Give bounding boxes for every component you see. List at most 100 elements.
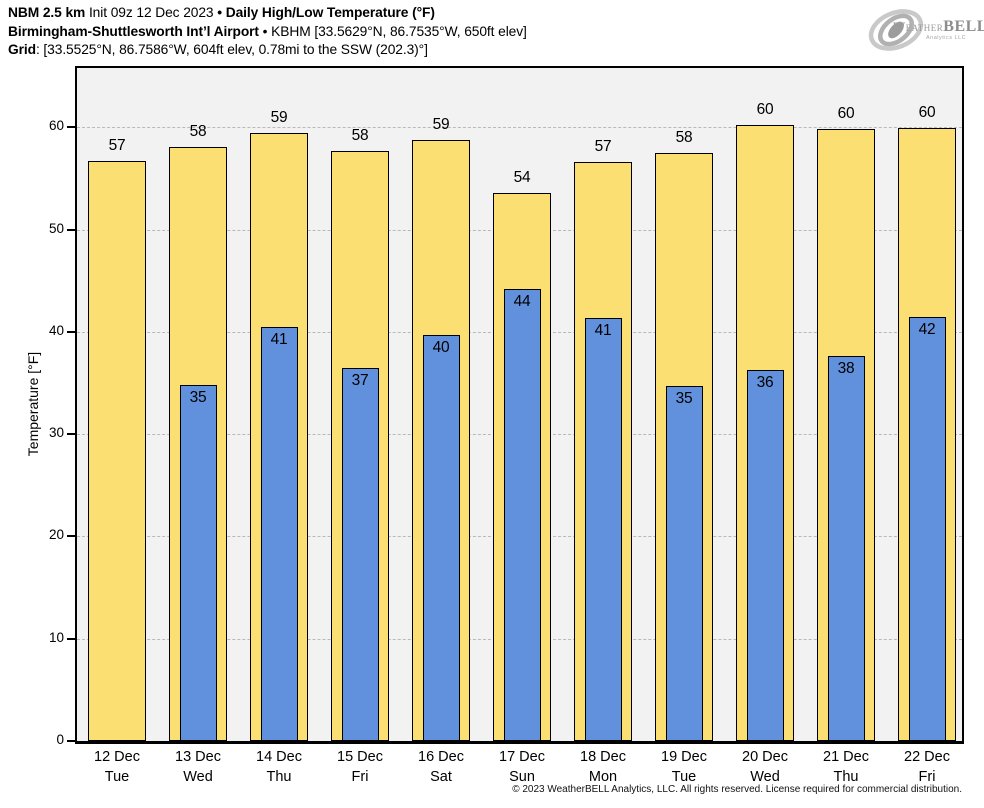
low-value-label: 37 xyxy=(351,371,369,389)
grid-label: Grid xyxy=(8,42,36,58)
y-tick-label: 10 xyxy=(48,629,64,645)
weatherbell-logo: WeatherBELL Analytics LLC xyxy=(866,2,984,56)
y-tick-label: 20 xyxy=(48,527,64,543)
high-value-label: 57 xyxy=(594,138,612,156)
high-value-label: 60 xyxy=(918,104,936,122)
x-category-day: Thu xyxy=(833,769,859,785)
y-tick xyxy=(67,535,75,538)
y-tick xyxy=(67,126,75,129)
x-category-day: Sun xyxy=(509,769,535,785)
high-value-label: 58 xyxy=(675,128,693,146)
station-name: Birmingham-Shuttlesworth Int’l Airport xyxy=(8,23,259,39)
x-category-date: 18 Dec xyxy=(580,749,626,765)
low-value-label: 38 xyxy=(837,360,855,378)
x-category-label: 21 Dec Thu xyxy=(801,747,891,787)
low-value-label: 44 xyxy=(513,292,531,310)
y-tick xyxy=(67,740,75,742)
product-title: Daily High/Low Temperature (°F) xyxy=(221,5,435,20)
y-tick-label: 40 xyxy=(48,322,64,338)
y-tick xyxy=(67,228,75,231)
x-category-label: 16 Dec Sat xyxy=(396,747,486,787)
y-tick xyxy=(67,433,75,436)
x-category-date: 21 Dec xyxy=(823,749,869,765)
bar-chart-plot-area: 57 58 35 59 41 58 37 59 40 54 44 57 41 58 35 60 36 60 38 60… xyxy=(77,68,962,741)
high-bar xyxy=(88,161,146,741)
x-category-day: Tue xyxy=(671,769,697,785)
low-bar xyxy=(422,334,460,741)
logo-bell-text: BELL xyxy=(943,18,984,35)
grid-info: : [33.5525°N, 86.7586°W, 604ft elev, 0.7… xyxy=(35,42,428,58)
low-value-label: 35 xyxy=(189,389,207,407)
header-line-1: NBM 2.5 km Init 09z 12 Dec 2023 • Daily … xyxy=(8,4,527,23)
y-tick xyxy=(67,637,75,640)
low-value-label: 35 xyxy=(675,390,693,408)
low-bar xyxy=(746,369,784,741)
low-value-label: 41 xyxy=(270,330,288,348)
low-bar xyxy=(341,367,379,741)
logo-weather-text: Weather xyxy=(893,19,944,34)
x-category-date: 15 Dec xyxy=(337,749,383,765)
x-category-day: Wed xyxy=(183,769,213,785)
x-category-date: 16 Dec xyxy=(418,749,464,765)
x-category-label: 12 Dec Tue xyxy=(72,747,162,787)
low-value-label: 42 xyxy=(918,320,936,338)
x-category-label: 20 Dec Wed xyxy=(720,747,810,787)
x-category-date: 13 Dec xyxy=(175,749,221,765)
header-line-2: Birmingham-Shuttlesworth Int’l Airport •… xyxy=(8,23,527,42)
high-value-label: 60 xyxy=(756,101,774,119)
station-info: KBHM [33.5629°N, 86.7535°W, 650ft elev] xyxy=(271,23,527,39)
high-value-label: 54 xyxy=(513,168,531,186)
model-name: NBM 2.5 km xyxy=(8,5,86,20)
high-value-label: 60 xyxy=(837,105,855,123)
gridline xyxy=(77,127,962,129)
x-category-day: Mon xyxy=(588,769,618,785)
x-category-date: 19 Dec xyxy=(661,749,707,765)
low-bar xyxy=(503,288,541,741)
low-bar xyxy=(665,386,703,741)
x-category-label: 17 Dec Sun xyxy=(477,747,567,787)
bullet-separator: • xyxy=(217,5,222,20)
x-category-day: Wed xyxy=(750,769,780,785)
low-value-label: 41 xyxy=(594,321,612,339)
init-time: Init 09z 12 Dec 2023 xyxy=(85,5,218,20)
x-category-day: Thu xyxy=(266,769,292,785)
header-line-3: Grid: [33.5525°N, 86.7586°W, 604ft elev,… xyxy=(8,41,527,60)
x-category-date: 17 Dec xyxy=(499,749,545,765)
y-tick-label: 50 xyxy=(48,220,64,236)
x-category-date: 20 Dec xyxy=(742,749,788,765)
bullet-separator: • xyxy=(258,23,272,39)
low-bar xyxy=(584,317,622,741)
x-category-day: Fri xyxy=(918,769,936,785)
logo-subtitle: Analytics LLC xyxy=(926,35,967,41)
high-value-label: 57 xyxy=(108,137,126,155)
hurricane-swirl-icon xyxy=(868,9,924,51)
x-category-label: 19 Dec Tue xyxy=(639,747,729,787)
low-bar xyxy=(827,356,865,741)
x-category-date: 22 Dec xyxy=(904,749,950,765)
high-value-label: 59 xyxy=(270,109,288,127)
x-category-day: Fri xyxy=(351,769,369,785)
x-category-label: 18 Dec Mon xyxy=(558,747,648,787)
y-tick-label: 60 xyxy=(48,118,64,134)
x-category-date: 12 Dec xyxy=(94,749,140,765)
high-value-label: 58 xyxy=(351,126,369,144)
high-value-label: 58 xyxy=(189,122,207,140)
x-category-date: 14 Dec xyxy=(256,749,302,765)
high-value-label: 59 xyxy=(432,115,450,133)
y-axis-title: Temperature [°F] xyxy=(25,351,41,457)
low-bar xyxy=(908,316,946,741)
x-category-label: 15 Dec Fri xyxy=(315,747,405,787)
y-tick xyxy=(67,330,75,333)
x-category-label: 14 Dec Thu xyxy=(234,747,324,787)
x-category-day: Tue xyxy=(104,769,130,785)
x-category-day: Sat xyxy=(430,769,452,785)
low-bar xyxy=(179,385,217,741)
x-category-label: 22 Dec Fri xyxy=(882,747,972,787)
logo-wordmark: WeatherBELL xyxy=(893,18,984,36)
low-bar xyxy=(260,326,298,741)
copyright-text: © 2023 WeatherBELL Analytics, LLC. All r… xyxy=(512,784,962,795)
low-value-label: 36 xyxy=(756,373,774,391)
x-category-label: 13 Dec Wed xyxy=(153,747,243,787)
y-tick-label: 0 xyxy=(56,732,64,747)
